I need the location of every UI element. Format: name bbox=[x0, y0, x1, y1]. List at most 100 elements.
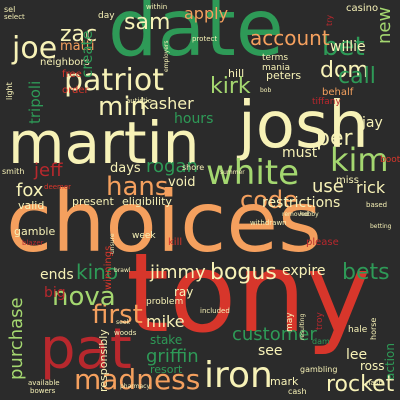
word-ends: ends bbox=[40, 267, 74, 283]
word-kim: kim bbox=[330, 141, 389, 179]
word-light: light bbox=[5, 82, 14, 100]
word-zac: zac bbox=[60, 22, 98, 47]
word-date: date bbox=[108, 0, 284, 74]
word-hans: hans bbox=[106, 172, 169, 202]
word-cash: cash bbox=[288, 387, 307, 396]
word-restrictions: restrictions bbox=[262, 195, 341, 211]
word-gamble: gamble bbox=[14, 225, 56, 238]
word-create: create bbox=[78, 30, 96, 78]
word-hobby: hobby bbox=[300, 211, 319, 218]
word-based: based bbox=[366, 201, 388, 209]
word-hours: hours bbox=[174, 111, 214, 127]
word-terms: terms bbox=[262, 53, 289, 63]
word-nash: nash bbox=[366, 379, 383, 387]
word-blazer: blazer bbox=[22, 239, 44, 247]
word-patriot: patriot bbox=[64, 63, 164, 98]
word-joe: joe bbox=[12, 31, 58, 66]
word-fox: fox bbox=[16, 180, 44, 201]
word-woods: woods bbox=[114, 329, 137, 337]
word-shore: shore bbox=[182, 163, 205, 172]
word-action: boot bbox=[380, 155, 400, 165]
word-resulting: resulting bbox=[299, 313, 306, 340]
word-account: account bbox=[250, 26, 330, 50]
word-pat: pat bbox=[40, 317, 132, 382]
word-smith: smith bbox=[2, 167, 25, 176]
word-withdrawn: withdrawn bbox=[250, 219, 287, 227]
word-expire: expire bbox=[282, 263, 326, 279]
word-deemer: deemer bbox=[44, 183, 72, 191]
word-min: min bbox=[98, 92, 148, 122]
word-order: order bbox=[62, 85, 89, 96]
word-responsibly: responsibly bbox=[97, 329, 110, 392]
word-employers: employers bbox=[163, 40, 170, 72]
word-available: available bbox=[28, 379, 60, 387]
word-kino: kino bbox=[76, 260, 119, 284]
word-purchase: purchase bbox=[6, 297, 27, 380]
word-customer: customer bbox=[232, 324, 317, 345]
word-kasher: kasher bbox=[140, 94, 194, 113]
word-per: per bbox=[316, 126, 353, 151]
word-eligibility: eligibility bbox=[122, 195, 172, 208]
word-betting: betting bbox=[370, 223, 392, 230]
word-choices: choices bbox=[6, 173, 322, 271]
word-code: code bbox=[240, 186, 298, 214]
word-pharmacy: pharmacy bbox=[120, 383, 151, 390]
word-neighbors: neighbors bbox=[40, 57, 90, 68]
word-must: must bbox=[282, 145, 318, 161]
word-matti: matti bbox=[60, 39, 95, 54]
word-bet: bet bbox=[322, 32, 365, 62]
word-gambling: gambling bbox=[300, 365, 338, 374]
word-iron: iron bbox=[204, 355, 273, 396]
word-day: day bbox=[98, 11, 115, 21]
word-troy: troy bbox=[315, 312, 325, 330]
word-white: white bbox=[206, 153, 300, 193]
word-void: void bbox=[168, 175, 196, 190]
word-seek: seek bbox=[116, 319, 130, 326]
word-rogan: rogan bbox=[146, 156, 198, 177]
word-winnings: action bbox=[383, 343, 397, 380]
word-madness: madness bbox=[74, 363, 201, 396]
word-removed: removed bbox=[282, 211, 309, 218]
word-ray: ray bbox=[174, 285, 194, 299]
word-martin: martin bbox=[8, 109, 200, 177]
word-within: within bbox=[146, 3, 168, 11]
word-valid: valid bbox=[18, 199, 45, 212]
word-hale: hale bbox=[348, 325, 368, 335]
word-mike: mike bbox=[146, 312, 185, 331]
word-call: call bbox=[338, 64, 376, 89]
word-bowers: bowers bbox=[30, 387, 56, 395]
word-rocket: rocket bbox=[326, 372, 395, 397]
word-use: use bbox=[312, 176, 344, 197]
word-resort: resort bbox=[150, 363, 183, 376]
word-stake: stake bbox=[150, 333, 183, 347]
word-jay: jay bbox=[362, 115, 383, 131]
word-days: days bbox=[110, 161, 141, 176]
word-griffin: griffin bbox=[146, 346, 199, 367]
word-sel: sel bbox=[4, 5, 16, 14]
word-protect: protect bbox=[192, 35, 218, 43]
word-summer: summer bbox=[220, 169, 245, 176]
word-behalf: behalf bbox=[322, 87, 354, 98]
word-tripoli: tripoli bbox=[26, 80, 44, 124]
word-sam: sam bbox=[124, 10, 171, 35]
word-problem: problem bbox=[146, 297, 184, 307]
word-tony: tony bbox=[126, 229, 372, 357]
word-see: see bbox=[258, 343, 283, 359]
word-jimmy: jimmy bbox=[150, 262, 206, 283]
word-present: present bbox=[72, 195, 114, 208]
word-included: included bbox=[200, 307, 230, 315]
word-bets: bets bbox=[342, 260, 390, 285]
word-mark: mark bbox=[270, 375, 299, 388]
word-willie: willie bbox=[330, 39, 366, 55]
word-jeff: jeff bbox=[34, 160, 63, 181]
word-dam: dam bbox=[312, 337, 330, 346]
word-select: select bbox=[4, 13, 25, 21]
word-please: please bbox=[306, 237, 339, 248]
word-mania: mania bbox=[262, 63, 291, 73]
word-miss: miss bbox=[336, 175, 359, 186]
word-lee: lee bbox=[346, 347, 368, 363]
word-may: may bbox=[285, 312, 295, 332]
word-week: week bbox=[132, 231, 156, 241]
word-ross: ross bbox=[360, 359, 385, 373]
